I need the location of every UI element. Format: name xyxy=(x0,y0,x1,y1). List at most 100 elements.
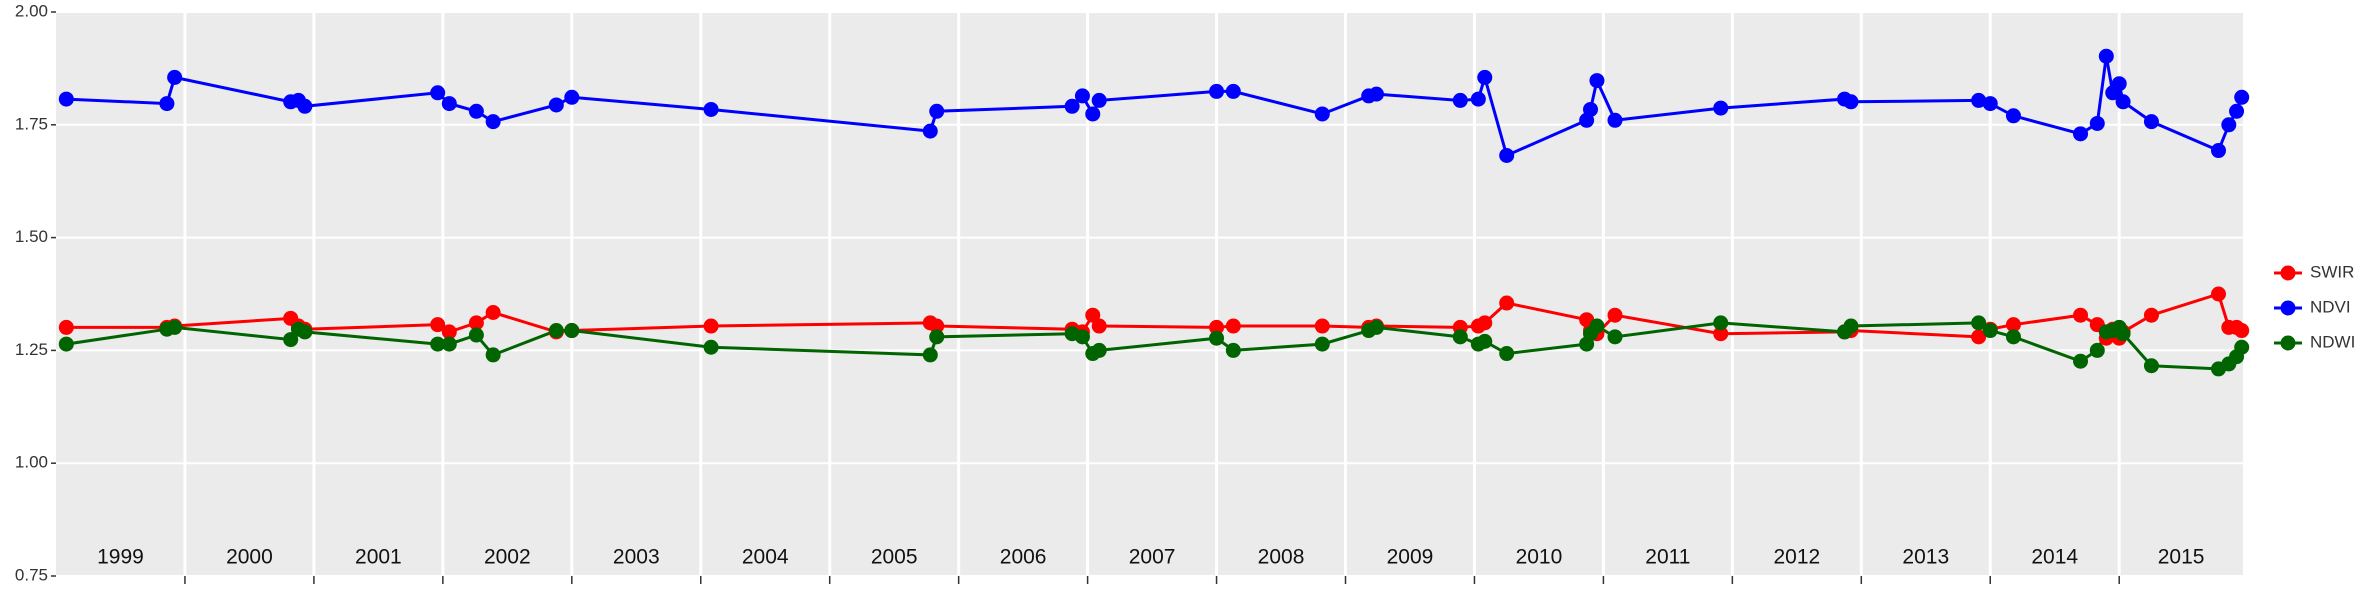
point xyxy=(1477,333,1493,349)
point xyxy=(1225,318,1241,334)
point xyxy=(2073,307,2089,323)
y-tick-label: 0.75 xyxy=(15,565,48,584)
point xyxy=(1314,106,1330,122)
year-label: 2013 xyxy=(1902,546,1949,569)
y-tick-label: 1.50 xyxy=(15,227,48,246)
point xyxy=(468,103,484,119)
point xyxy=(2234,339,2250,355)
point xyxy=(1499,346,1515,362)
point xyxy=(1713,326,1729,342)
legend-label: NDWI xyxy=(2310,332,2355,351)
point xyxy=(58,336,74,352)
point xyxy=(564,89,580,105)
year-label: 2015 xyxy=(2158,546,2205,569)
point xyxy=(430,317,446,333)
point xyxy=(2089,115,2105,131)
point xyxy=(1470,91,1486,107)
point xyxy=(1314,318,1330,334)
point xyxy=(485,347,501,363)
point xyxy=(1971,315,1987,331)
year-label: 2003 xyxy=(613,546,660,569)
point xyxy=(548,323,564,339)
year-label: 2010 xyxy=(1516,546,1563,569)
year-label: 1999 xyxy=(97,546,144,569)
point xyxy=(2221,117,2237,133)
point xyxy=(430,85,446,101)
point xyxy=(1971,329,1987,345)
point xyxy=(283,332,299,348)
point xyxy=(1074,88,1090,104)
point xyxy=(929,103,945,119)
y-tick-label: 1.00 xyxy=(15,453,48,472)
point xyxy=(58,91,74,107)
point xyxy=(1452,329,1468,345)
point xyxy=(441,96,457,112)
point xyxy=(2234,323,2250,339)
point xyxy=(564,323,580,339)
y-tick-label: 1.75 xyxy=(15,114,48,133)
point xyxy=(1971,92,1987,108)
point xyxy=(297,324,313,340)
point xyxy=(1074,329,1090,345)
point xyxy=(485,114,501,130)
point xyxy=(703,101,719,117)
point xyxy=(2143,358,2159,374)
point xyxy=(2210,143,2226,159)
point xyxy=(922,347,938,363)
legend-marker xyxy=(2280,335,2296,351)
point xyxy=(1982,323,1998,339)
point xyxy=(1713,315,1729,331)
point xyxy=(1085,307,1101,323)
panel xyxy=(56,12,2243,576)
point xyxy=(1843,94,1859,110)
point xyxy=(1085,106,1101,122)
legend-label: SWIR xyxy=(2310,262,2354,281)
year-label: 2007 xyxy=(1129,546,1176,569)
year-label: 2001 xyxy=(355,546,402,569)
point xyxy=(468,315,484,331)
point xyxy=(2115,94,2131,110)
point xyxy=(2210,286,2226,302)
point xyxy=(1607,112,1623,128)
point xyxy=(167,319,183,335)
point xyxy=(1843,318,1859,334)
point xyxy=(1209,319,1225,335)
point xyxy=(2073,126,2089,142)
point xyxy=(1452,92,1468,108)
point xyxy=(1209,83,1225,99)
point xyxy=(2005,317,2021,333)
point xyxy=(1713,100,1729,116)
point xyxy=(468,327,484,343)
point xyxy=(922,123,938,139)
point xyxy=(1368,86,1384,102)
point xyxy=(430,336,446,352)
year-label: 2005 xyxy=(871,546,918,569)
year-label: 2000 xyxy=(226,546,273,569)
year-label: 2004 xyxy=(742,546,789,569)
point xyxy=(1583,101,1599,117)
point xyxy=(1064,98,1080,114)
y-tick-label: 1.25 xyxy=(15,340,48,359)
legend-marker xyxy=(2280,300,2296,316)
point xyxy=(2005,329,2021,345)
point xyxy=(548,97,564,113)
point xyxy=(58,319,74,335)
point xyxy=(1607,307,1623,323)
point xyxy=(441,324,457,340)
point xyxy=(2098,48,2114,64)
point xyxy=(1982,96,1998,112)
point xyxy=(1314,336,1330,352)
point xyxy=(441,336,457,352)
point xyxy=(1499,147,1515,163)
year-label: 2014 xyxy=(2031,546,2078,569)
point xyxy=(2005,108,2021,124)
year-label: 2009 xyxy=(1387,546,1434,569)
point xyxy=(1368,319,1384,335)
point xyxy=(485,304,501,320)
point xyxy=(1225,342,1241,358)
legend-label: NDVI xyxy=(2310,297,2351,316)
point xyxy=(2234,89,2250,105)
point xyxy=(159,96,175,112)
point xyxy=(703,339,719,355)
